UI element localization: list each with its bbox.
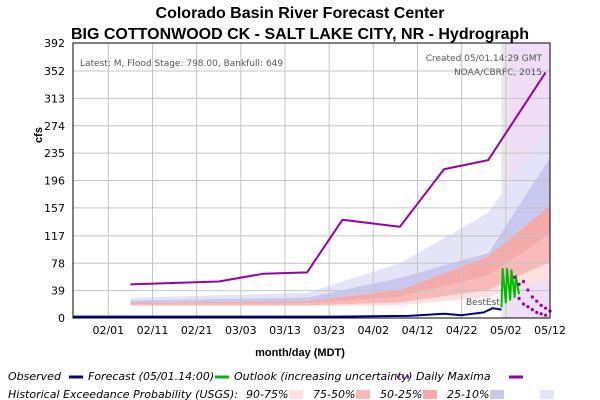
legend-p4-label: 25-10% — [447, 388, 489, 400]
x-tick-label: 02/01 — [92, 324, 124, 337]
legend-p3-swatch — [423, 390, 437, 399]
x-tick-label: 02/11 — [137, 324, 169, 337]
x-axis-label: month/day (MDT) — [255, 347, 345, 359]
daily-maxima-outlook-point — [530, 295, 534, 299]
daily-maxima-outlook-point — [521, 302, 526, 306]
x-tick-label: 03/03 — [225, 324, 257, 337]
chart-subtitle: BIG COTTONWOOD CK - SALT LAKE CITY, NR -… — [70, 26, 530, 43]
daily-maxima-outlook-point — [543, 313, 548, 317]
legend-daily-maxima-label: Daily Maxima — [416, 370, 491, 383]
daily-maxima-outlook-point — [526, 288, 530, 292]
daily-maxima-outlook-point — [543, 306, 548, 310]
y-tick-label: 78 — [51, 257, 65, 270]
daily-maxima-outlook-point — [517, 282, 521, 286]
info-left: Latest: M, Flood Stage: 798.00, Bankfull… — [80, 59, 283, 69]
legend-p1-label: 90-75% — [246, 388, 288, 400]
x-tick-label: 05/12 — [534, 324, 566, 337]
legend-historical-label: Historical Exceedance Probability (USGS)… — [8, 388, 238, 400]
band-10pct — [130, 127, 550, 302]
daily-maxima-outlook-point — [521, 279, 526, 284]
watermark: BestEst — [466, 298, 500, 308]
legend-forecast-label: Forecast (05/01.14:00) — [88, 370, 214, 383]
daily-maxima-outlook-point — [539, 303, 543, 307]
daily-maxima-outlook-point — [517, 296, 521, 300]
daily-maxima-outlook-point — [535, 299, 539, 303]
x-tick-label: 04/22 — [446, 324, 478, 337]
outlook-line — [500, 267, 521, 308]
x-tick-label: 02/21 — [181, 324, 213, 337]
y-axis-label: cfs — [33, 127, 45, 143]
legend-p2-swatch — [356, 390, 370, 399]
legend-p1-swatch — [289, 390, 303, 399]
info-created: Created 05/01.14:29 GMT — [426, 54, 543, 64]
y-tick-label: 196 — [44, 175, 65, 188]
daily-maxima-outlook-point — [535, 310, 539, 314]
daily-maxima-line — [130, 71, 547, 286]
x-tick-label: 05/02 — [490, 324, 522, 337]
band-50to25pct — [130, 205, 550, 304]
x-tick-label: 04/02 — [357, 324, 389, 337]
legend-p2-label: 75-50% — [313, 388, 355, 400]
x-tick-label: 03/23 — [313, 324, 345, 337]
legend-p5-swatch — [540, 390, 554, 399]
band-25to10pct — [130, 158, 550, 303]
daily-maxima-outlook-point — [526, 305, 530, 309]
observed-line — [73, 307, 502, 318]
y-tick-label: 392 — [44, 37, 65, 50]
daily-maxima-outlook-point — [539, 312, 543, 316]
info-source: NOAA/CBRFC, 2015 — [454, 68, 542, 78]
y-tick-label: 352 — [44, 65, 65, 78]
x-tick-label: 03/13 — [269, 324, 301, 337]
legend-p3-label: 50-25% — [380, 388, 422, 400]
band-75to50pct — [130, 233, 550, 306]
legend-outlook-label: Outlook (increasing uncertainty) — [234, 370, 412, 383]
y-tick-label: 117 — [44, 230, 65, 243]
legend-observed-label: Observed — [8, 370, 62, 383]
y-tick-label: 274 — [44, 120, 65, 133]
y-tick-label: 235 — [44, 147, 65, 160]
legend-p4-swatch — [490, 390, 504, 399]
y-tick-label: 39 — [51, 285, 65, 298]
chart-title: Colorado Basin River Forecast Center — [155, 5, 445, 22]
x-tick-label: 04/12 — [402, 324, 434, 337]
daily-maxima-outlook-point — [530, 307, 534, 312]
y-tick-label: 313 — [44, 92, 65, 105]
plot-frame — [72, 42, 551, 319]
y-tick-label: 157 — [44, 202, 65, 215]
y-tick-label: 0 — [58, 312, 65, 325]
daily-maxima-outlook-point — [513, 275, 517, 279]
